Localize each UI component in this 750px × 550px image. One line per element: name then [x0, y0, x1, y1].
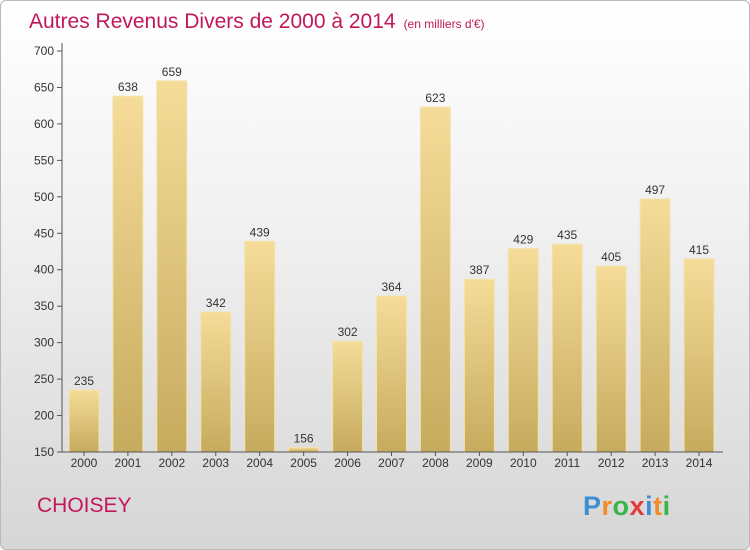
- x-tick-label-2006: 2006: [334, 456, 361, 470]
- bar-2005: [288, 447, 320, 453]
- y-tick-label-250: 250: [34, 372, 54, 386]
- y-tick-label-400: 400: [34, 263, 54, 277]
- data-label-2005: 156: [294, 432, 314, 446]
- bar-2010: [507, 248, 539, 453]
- data-label-2008: 623: [425, 91, 445, 105]
- x-tick-label-2009: 2009: [466, 456, 493, 470]
- title-unit: (en milliers d'€): [403, 17, 485, 31]
- data-label-2012: 405: [601, 250, 621, 264]
- bar-2006: [332, 340, 364, 453]
- data-label-2010: 429: [513, 233, 533, 247]
- x-tick-label-2000: 2000: [71, 456, 98, 470]
- x-tick-label-2013: 2013: [642, 456, 669, 470]
- logo-letter: t: [653, 491, 663, 521]
- logo-letter: o: [612, 491, 630, 521]
- y-tick-label-600: 600: [34, 117, 54, 131]
- bar-2003: [200, 311, 232, 453]
- logo-letter: x: [629, 491, 646, 521]
- data-label-2001: 638: [118, 80, 138, 94]
- bar-2012: [595, 265, 627, 453]
- y-tick-label-350: 350: [34, 299, 54, 313]
- y-tick-label-200: 200: [34, 409, 54, 423]
- data-label-2007: 364: [381, 280, 401, 294]
- bar-2013: [639, 198, 671, 453]
- x-tick-label-2002: 2002: [158, 456, 185, 470]
- chart-title: Autres Revenus Divers de 2000 à 2014 (en …: [29, 10, 485, 34]
- data-label-2002: 659: [162, 65, 182, 79]
- proxiti-logo: Proxiti: [583, 491, 671, 522]
- x-tick-label-2010: 2010: [510, 456, 537, 470]
- y-tick-label-550: 550: [34, 153, 54, 167]
- x-tick-label-2011: 2011: [554, 456, 580, 470]
- logo-letter: i: [645, 491, 654, 521]
- bar-2000: [68, 389, 100, 453]
- bar-2011: [551, 243, 583, 453]
- x-tick-label-2003: 2003: [202, 456, 229, 470]
- title-main: Autres Revenus Divers de 2000 à 2014: [29, 10, 396, 33]
- bar-2001: [112, 95, 144, 453]
- data-label-2013: 497: [645, 183, 665, 197]
- logo-letter: i: [662, 491, 671, 521]
- bar-2008: [419, 106, 451, 453]
- y-tick-label-700: 700: [34, 44, 54, 58]
- y-tick-label-650: 650: [34, 80, 54, 94]
- data-label-2003: 342: [206, 296, 226, 310]
- bar-2002: [156, 80, 188, 453]
- axes-layer: 150 200 250 300 350 400 450 500 550 600 650 700 2000…: [34, 43, 723, 470]
- x-tick-label-2012: 2012: [598, 456, 625, 470]
- bar-2004: [244, 240, 276, 453]
- bars-layer: 235 638 659 342 439 156 302 364 623 387 429 435 405 4…: [68, 65, 715, 453]
- x-tick-label-2001: 2001: [115, 456, 142, 470]
- data-label-2004: 439: [250, 225, 270, 239]
- x-tick-label-2004: 2004: [246, 456, 273, 470]
- y-tick-label-150: 150: [34, 445, 54, 459]
- logo-letter: r: [601, 491, 613, 521]
- bar-2009: [463, 278, 495, 453]
- x-tick-label-2007: 2007: [378, 456, 405, 470]
- data-label-2011: 435: [557, 228, 577, 242]
- y-tick-label-500: 500: [34, 190, 54, 204]
- logo-letter: P: [583, 491, 602, 521]
- x-tick-label-2008: 2008: [422, 456, 449, 470]
- data-label-2014: 415: [689, 243, 709, 257]
- y-tick-label-300: 300: [34, 336, 54, 350]
- x-tick-label-2005: 2005: [290, 456, 317, 470]
- x-tick-label-2014: 2014: [686, 456, 713, 470]
- bar-2007: [376, 295, 407, 453]
- data-label-2006: 302: [338, 325, 358, 339]
- data-label-2000: 235: [74, 374, 94, 388]
- city-label: CHOISEY: [37, 494, 132, 517]
- data-label-2009: 387: [469, 263, 489, 277]
- bar-2014: [683, 258, 715, 453]
- y-tick-label-450: 450: [34, 226, 54, 240]
